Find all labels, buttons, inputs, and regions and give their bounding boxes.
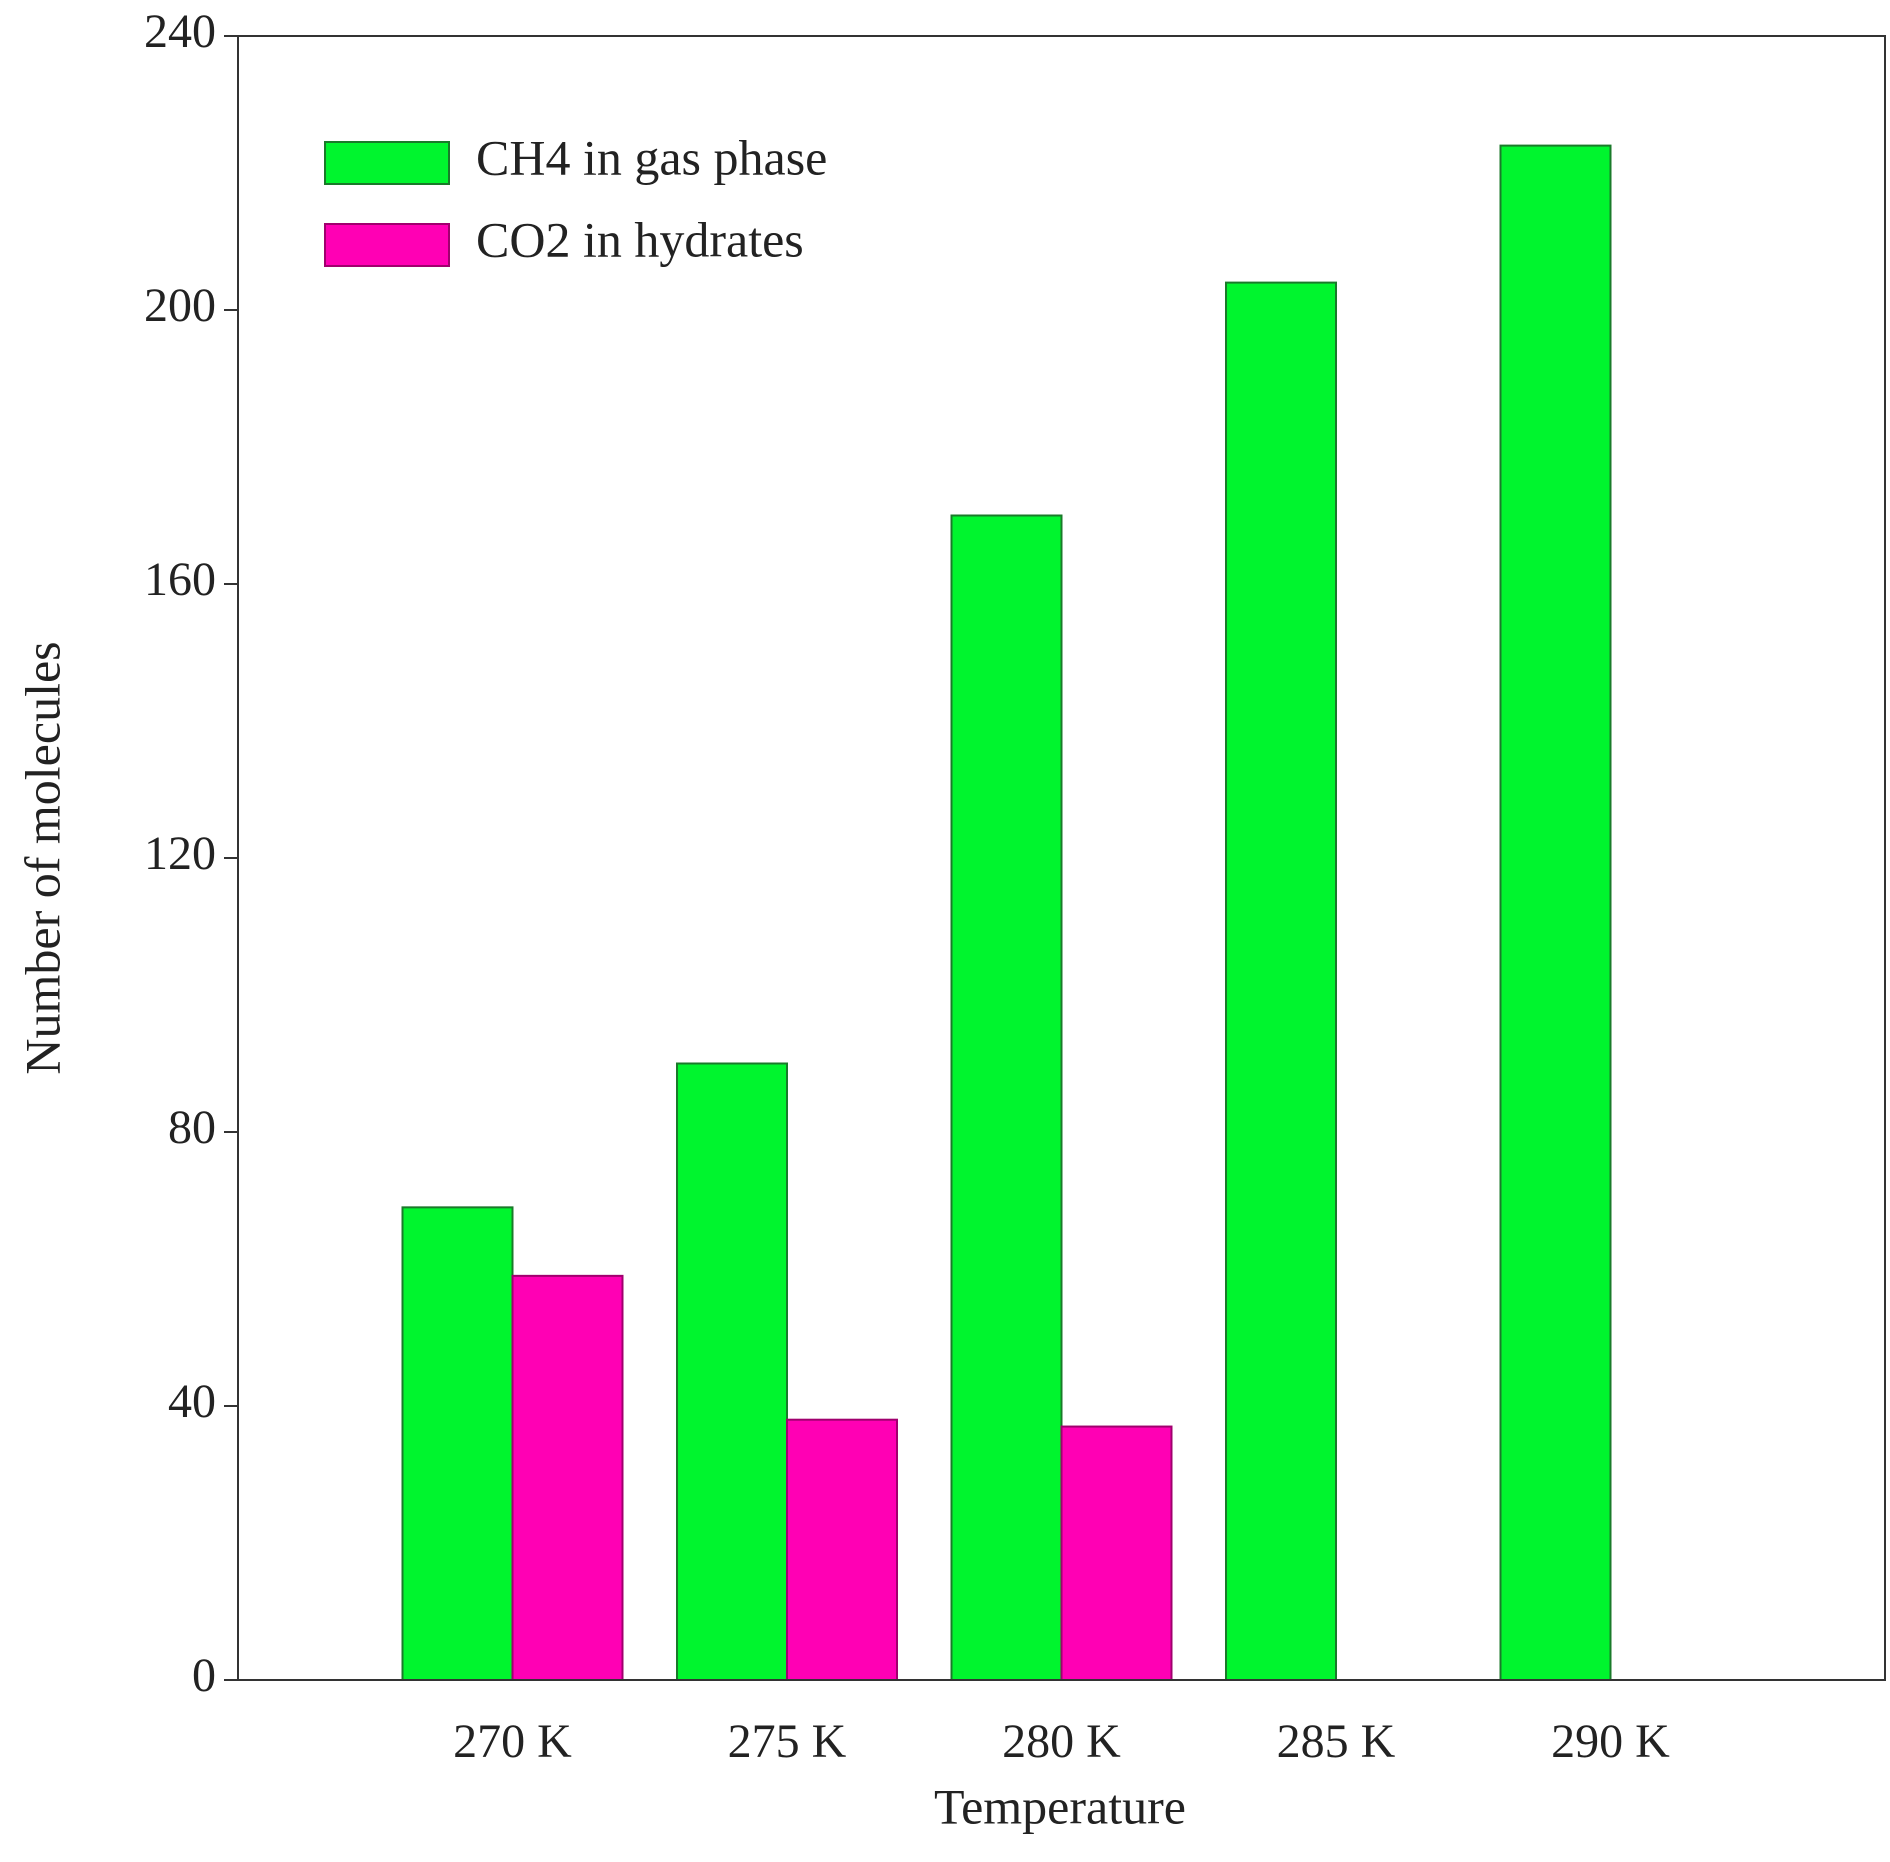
y-tick-label: 0 — [192, 1649, 216, 1702]
bar — [1225, 281, 1337, 1682]
y-tick-label: 200 — [144, 279, 216, 332]
bar — [1060, 1425, 1173, 1682]
x-axis-label: Temperature — [934, 1778, 1186, 1834]
y-tick-label: 40 — [168, 1375, 216, 1428]
legend-swatch — [324, 141, 450, 185]
x-tick-label: 275 K — [728, 1715, 847, 1768]
y-tick-label: 240 — [144, 5, 216, 58]
bar — [401, 1206, 514, 1681]
y-tick-label: 160 — [144, 553, 216, 606]
bar — [786, 1418, 898, 1681]
x-tick-label: 280 K — [1002, 1715, 1121, 1768]
bar — [676, 1062, 788, 1681]
x-tick-label: 270 K — [453, 1715, 572, 1768]
y-tick-label: 80 — [168, 1101, 216, 1154]
y-axis-label: Number of molecules — [14, 641, 70, 1074]
plot-frame — [237, 35, 1886, 1681]
x-tick-label: 290 K — [1551, 1715, 1670, 1768]
bar — [1499, 144, 1612, 1682]
y-tick-label: 120 — [144, 827, 216, 880]
x-tick-label: 285 K — [1277, 1715, 1396, 1768]
legend-label: CO2 in hydrates — [476, 211, 804, 267]
legend-swatch — [324, 223, 450, 267]
legend-label: CH4 in gas phase — [476, 129, 827, 185]
bar — [950, 514, 1063, 1681]
bar — [511, 1274, 624, 1681]
